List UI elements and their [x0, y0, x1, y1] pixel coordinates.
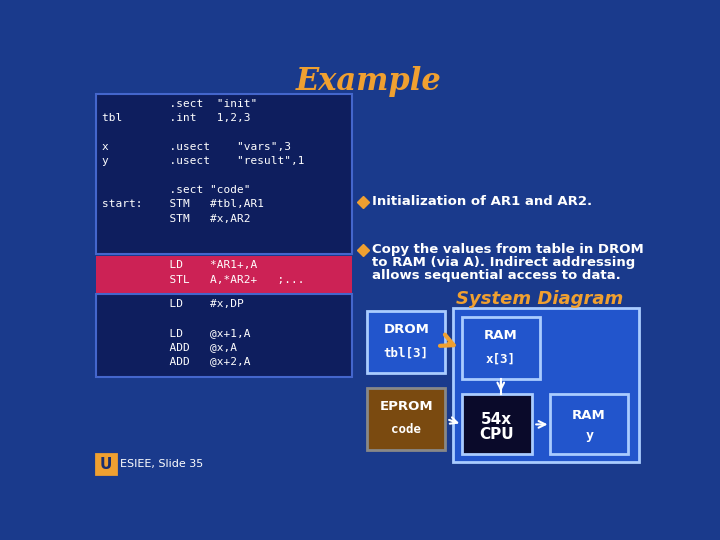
FancyBboxPatch shape: [462, 394, 532, 455]
FancyBboxPatch shape: [462, 318, 539, 379]
Text: Example: Example: [296, 66, 442, 97]
Text: x[3]: x[3]: [486, 353, 516, 366]
Text: EPROM: EPROM: [379, 400, 433, 413]
Text: LD    #x,DP

          LD    @x+1,A
          ADD   @x,A
          ADD   @x+2,A: LD #x,DP LD @x+1,A ADD @x,A ADD @x+2,A: [102, 299, 251, 367]
FancyBboxPatch shape: [550, 394, 628, 455]
Text: to RAM (via A). Indirect addressing: to RAM (via A). Indirect addressing: [372, 256, 635, 269]
Text: tbl[3]: tbl[3]: [384, 346, 428, 359]
Text: RAM: RAM: [572, 409, 606, 422]
Text: RAM: RAM: [484, 329, 518, 342]
Text: ESIEE, Slide 35: ESIEE, Slide 35: [120, 460, 204, 469]
Text: code: code: [391, 423, 421, 436]
Text: allows sequential access to data.: allows sequential access to data.: [372, 269, 621, 282]
FancyBboxPatch shape: [367, 311, 445, 373]
Text: LD    *AR1+,A
          STL   A,*AR2+   ;...: LD *AR1+,A STL A,*AR2+ ;...: [102, 260, 305, 285]
Text: U: U: [100, 457, 112, 472]
Text: .sect  "init"
tbl       .int   1,2,3

x         .usect    "vars",3
y         .us: .sect "init" tbl .int 1,2,3 x .usect "va…: [102, 99, 305, 224]
FancyBboxPatch shape: [453, 308, 639, 462]
Text: Copy the values from table in DROM: Copy the values from table in DROM: [372, 243, 644, 256]
FancyBboxPatch shape: [96, 294, 352, 377]
Text: System Diagram: System Diagram: [456, 290, 624, 308]
FancyBboxPatch shape: [96, 455, 117, 475]
Text: CPU: CPU: [480, 427, 514, 442]
Text: DROM: DROM: [383, 323, 429, 336]
Text: Initialization of AR1 and AR2.: Initialization of AR1 and AR2.: [372, 195, 593, 208]
FancyBboxPatch shape: [96, 94, 352, 254]
Text: 54x: 54x: [481, 411, 513, 427]
FancyBboxPatch shape: [367, 388, 445, 450]
FancyBboxPatch shape: [96, 256, 352, 293]
Text: y: y: [585, 429, 593, 442]
